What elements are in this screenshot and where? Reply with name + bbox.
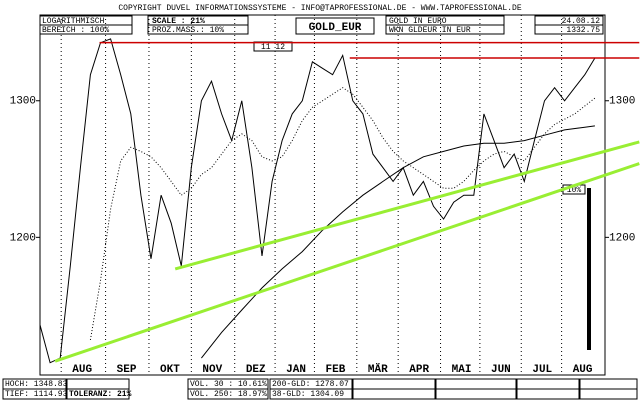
low: TIEF: 1114.93: [5, 390, 68, 399]
box: [352, 378, 436, 390]
x-tick-label: NOV: [202, 364, 222, 376]
box: [147, 24, 249, 35]
y-tick-label: 1200: [10, 232, 36, 244]
high: HOCH: 1348.83: [5, 380, 68, 389]
footer: HOCH: 1348.83 TIEF: 1114.93 TOLERANZ: 21…: [2, 378, 638, 400]
percent: PROZ.MASS.: 10%: [152, 26, 224, 35]
vol250: VOL. 250: 18.97%: [190, 390, 267, 399]
box: [516, 378, 580, 390]
plot: [40, 38, 640, 364]
wkn: WKN GLDEUR IN EUR: [389, 26, 471, 35]
symbol: GOLD_EUR: [309, 22, 362, 34]
trend-line: [54, 162, 640, 363]
box: [187, 388, 269, 400]
last-price: 1332.75: [566, 26, 600, 35]
box: [39, 24, 133, 35]
box: [534, 24, 604, 35]
x-tick-label: AUG: [573, 364, 593, 376]
box: [295, 17, 375, 35]
box: [66, 388, 130, 400]
box: [269, 388, 353, 400]
x-tick-label: APR: [409, 364, 429, 376]
x-tick-label: DEZ: [246, 364, 266, 376]
price-line: [40, 38, 596, 364]
percent-box: 10%: [567, 186, 582, 195]
x-tick-label: JAN: [286, 364, 306, 376]
box: [435, 388, 517, 400]
price-line: [201, 125, 595, 359]
box: [516, 388, 580, 400]
box: [66, 378, 130, 390]
y-tick-label: 1300: [10, 96, 36, 108]
box: [352, 388, 436, 400]
price-line: [89, 87, 596, 340]
date: 24.08.12: [562, 17, 601, 26]
tolerance: TOLERANZ: 21%: [69, 390, 132, 399]
box: [579, 388, 638, 400]
plot-frame: [39, 14, 606, 376]
y-tick-label: 1200: [609, 232, 635, 244]
x-tick-label: FEB: [326, 364, 346, 376]
gld38: 38-GLD: 1304.09: [272, 390, 344, 399]
y-tick-label: 1300: [609, 96, 635, 108]
scale: SCALE : 21%: [152, 17, 205, 26]
x-tick-label: MAI: [452, 364, 472, 376]
gld200: 200-GLD: 1278.07: [272, 380, 349, 389]
x-tick-label: JUN: [491, 364, 511, 376]
box: [385, 24, 505, 35]
instrument-name: GOLD IN EURO: [389, 17, 447, 26]
range: BEREICH : 100%: [42, 26, 109, 35]
trend-line: [174, 140, 640, 271]
x-tick-label: AUG: [72, 364, 92, 376]
scale-type: LOGARITHMISCH: [42, 17, 105, 26]
x-tick-label: JUL: [532, 364, 552, 376]
x-tick-label: MÄR: [368, 363, 388, 376]
box: [2, 388, 67, 400]
box: [435, 378, 517, 390]
copyright: COPYRIGHT DUVEL INFORMATIONSSYSTEME - IN…: [118, 4, 521, 13]
box: [579, 378, 638, 390]
x-tick-label: OKT: [160, 364, 180, 376]
marker: 11 12: [261, 43, 285, 52]
x-tick-label: SEP: [117, 364, 137, 376]
vol30: VOL. 30 : 10.61%: [190, 380, 267, 389]
percent-bar: [587, 188, 591, 350]
